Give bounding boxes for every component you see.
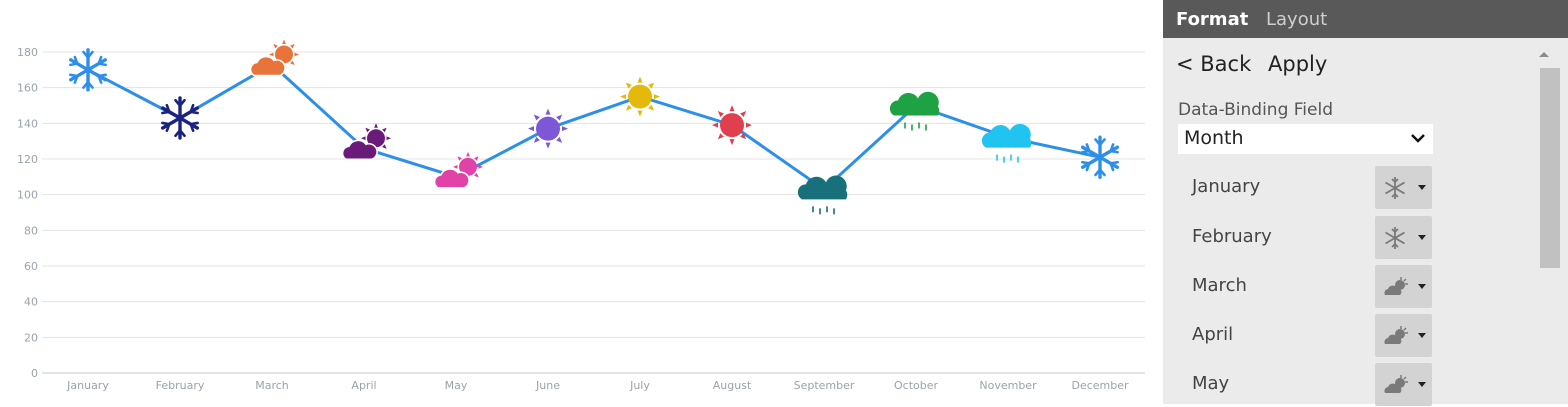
tab-layout[interactable]: Layout: [1266, 9, 1328, 30]
rain-cloud-icon: [981, 123, 1032, 163]
chart-area: 0 20 40 60 80 100 120 140 160 180 January February…: [17, 39, 1145, 392]
data-binding-field-label: Data-Binding Field: [1178, 100, 1334, 120]
x-tick-label: May: [445, 379, 468, 392]
caret-down-icon: [1418, 185, 1426, 190]
icon-picker-april[interactable]: [1375, 314, 1432, 357]
snowflake-icon: [1080, 135, 1120, 179]
caret-down-icon: [1418, 333, 1426, 338]
x-tick-label: January: [66, 379, 109, 392]
x-tick-label: July: [629, 379, 650, 392]
partly-cloudy-icon: [341, 123, 391, 161]
y-tick-label: 100: [17, 189, 38, 202]
data-binding-field-select[interactable]: Month: [1178, 124, 1433, 154]
x-tick-label: November: [979, 379, 1037, 392]
x-axis-ticks: January February March April May June July Augu…: [66, 379, 1129, 392]
month-label: May: [1192, 373, 1230, 394]
caret-down-icon: [1418, 235, 1426, 240]
month-label: April: [1192, 324, 1234, 345]
month-row-january: January: [1163, 166, 1523, 210]
x-tick-label: December: [1071, 379, 1129, 392]
partly-cloudy-icon: [1384, 375, 1408, 393]
apply-button[interactable]: Apply: [1268, 52, 1328, 76]
icon-picker-january[interactable]: [1375, 166, 1432, 209]
caret-down-icon: [1418, 284, 1426, 289]
snowflake-icon: [68, 48, 108, 92]
y-tick-label: 160: [17, 82, 38, 95]
y-tick-label: 20: [24, 331, 38, 344]
grid-layer: [42, 51, 1145, 374]
month-label: January: [1192, 176, 1261, 197]
series-line: [87, 62, 1101, 192]
y-tick-label: 180: [17, 46, 38, 59]
x-tick-label: September: [794, 379, 855, 392]
snowflake-icon: [1385, 177, 1405, 199]
chart-svg: 0 20 40 60 80 100 120 140 160 180 January February…: [17, 39, 1145, 392]
x-tick-label: March: [255, 379, 289, 392]
chevron-down-icon: [1411, 134, 1425, 143]
y-tick-label: 0: [31, 367, 38, 380]
month-row-may: May: [1163, 363, 1523, 407]
icon-picker-march[interactable]: [1375, 265, 1432, 308]
sun-icon: [712, 105, 752, 146]
tab-format[interactable]: Format: [1176, 9, 1249, 30]
panel-header: Format Layout: [1163, 0, 1568, 38]
snowflake-icon: [1385, 227, 1405, 249]
month-label: February: [1192, 226, 1272, 247]
partly-cloudy-icon: [1384, 277, 1408, 295]
data-binding-field-value: Month: [1184, 127, 1244, 149]
partly-cloudy-icon: [249, 39, 299, 77]
scrollbar-thumb[interactable]: [1540, 68, 1560, 268]
x-tick-label: October: [894, 379, 938, 392]
rain-cloud-icon: [889, 91, 940, 131]
icon-picker-february[interactable]: [1375, 216, 1432, 259]
x-tick-label: August: [713, 379, 752, 392]
sun-icon: [528, 108, 568, 149]
month-label: March: [1192, 275, 1247, 296]
x-tick-label: April: [351, 379, 376, 392]
x-tick-label: February: [156, 379, 205, 392]
month-row-april: April: [1163, 314, 1523, 358]
scroll-up-arrow-icon[interactable]: [1538, 50, 1550, 58]
partly-cloudy-icon: [433, 151, 483, 189]
month-row-march: March: [1163, 265, 1523, 309]
back-button[interactable]: < Back: [1176, 52, 1252, 76]
y-tick-label: 120: [17, 153, 38, 166]
partly-cloudy-icon: [1384, 326, 1408, 344]
rain-cloud-icon: [797, 175, 848, 215]
caret-down-icon: [1418, 382, 1426, 387]
icon-picker-may[interactable]: [1375, 363, 1432, 406]
x-tick-label: June: [535, 379, 560, 392]
snowflake-icon: [160, 96, 200, 140]
y-tick-label: 60: [24, 260, 38, 273]
month-row-february: February: [1163, 216, 1523, 260]
format-panel: Format Layout < Back Apply Data-Binding …: [1163, 0, 1568, 407]
y-tick-label: 140: [17, 117, 38, 130]
y-axis-ticks: 0 20 40 60 80 100 120 140 160 180: [17, 46, 38, 380]
y-tick-label: 40: [24, 296, 38, 309]
marker-layer: [68, 39, 1120, 215]
y-tick-label: 80: [24, 224, 38, 237]
sun-icon: [620, 76, 660, 117]
